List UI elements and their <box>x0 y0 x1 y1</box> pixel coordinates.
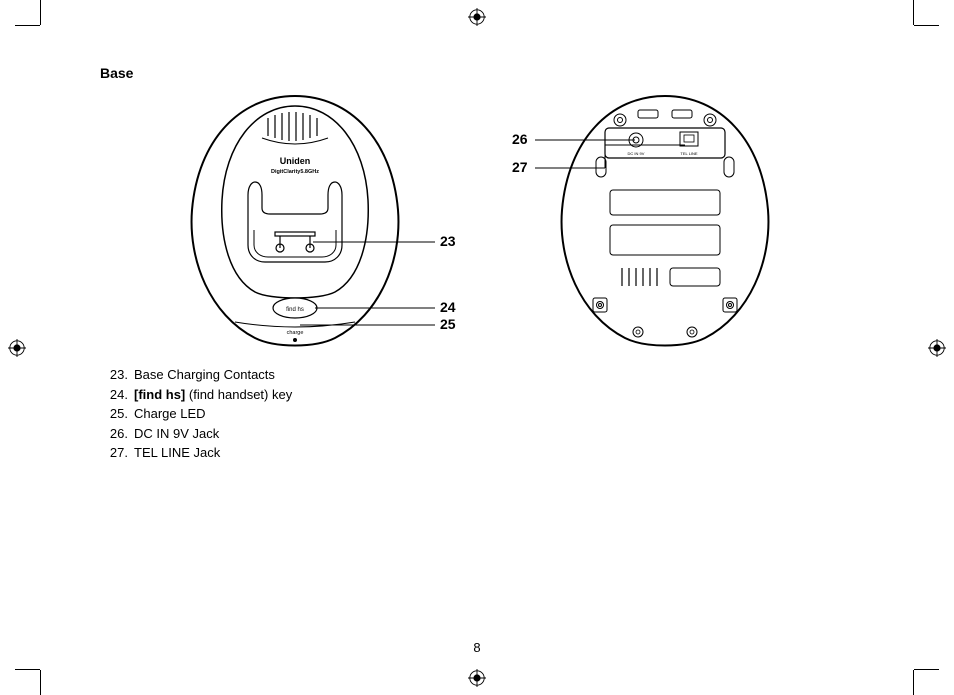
legend-num: 27. <box>100 443 128 463</box>
registration-mark-icon <box>8 339 26 357</box>
svg-text:DC IN 9V: DC IN 9V <box>628 151 645 156</box>
section-heading: Base <box>100 65 133 81</box>
callout-23: 23 <box>440 233 456 249</box>
legend-num: 23. <box>100 365 128 385</box>
legend-item: 27. TEL LINE Jack <box>100 443 292 463</box>
svg-text:charge: charge <box>287 330 304 336</box>
svg-text:Uniden: Uniden <box>280 156 311 166</box>
callout-27: 27 <box>512 159 528 175</box>
legend-bold: [find hs] <box>134 387 185 402</box>
registration-mark-icon <box>468 669 486 687</box>
registration-mark-icon <box>468 8 486 26</box>
callout-24: 24 <box>440 299 456 315</box>
legend-text: DC IN 9V Jack <box>134 424 219 444</box>
callout-25: 25 <box>440 316 456 332</box>
legend-text: TEL LINE Jack <box>134 443 220 463</box>
legend-text: Base Charging Contacts <box>134 365 275 385</box>
svg-text:TEL LINE: TEL LINE <box>680 151 698 156</box>
svg-text:find hs: find hs <box>286 307 304 313</box>
legend-item: 25. Charge LED <box>100 404 292 424</box>
legend-text: Charge LED <box>134 404 206 424</box>
legend-item: 23. Base Charging Contacts <box>100 365 292 385</box>
callout-26: 26 <box>512 131 528 147</box>
base-front-diagram: Uniden DigitClarity5.8GHz find hs charge <box>180 90 410 350</box>
page-number: 8 <box>473 640 480 655</box>
base-back-diagram: DC IN 9V TEL LINE <box>550 90 780 350</box>
legend-num: 24. <box>100 385 128 405</box>
legend-item: 24. [find hs] (find handset) key <box>100 385 292 405</box>
registration-mark-icon <box>928 339 946 357</box>
page-content: Base Uniden DigitClarity5.8GHz <box>60 35 894 660</box>
legend-num: 26. <box>100 424 128 444</box>
legend-num: 25. <box>100 404 128 424</box>
legend-text: (find handset) key <box>185 387 292 402</box>
legend-item: 26. DC IN 9V Jack <box>100 424 292 444</box>
svg-text:DigitClarity5.8GHz: DigitClarity5.8GHz <box>271 169 319 175</box>
legend-list: 23. Base Charging Contacts 24. [find hs]… <box>100 365 292 463</box>
